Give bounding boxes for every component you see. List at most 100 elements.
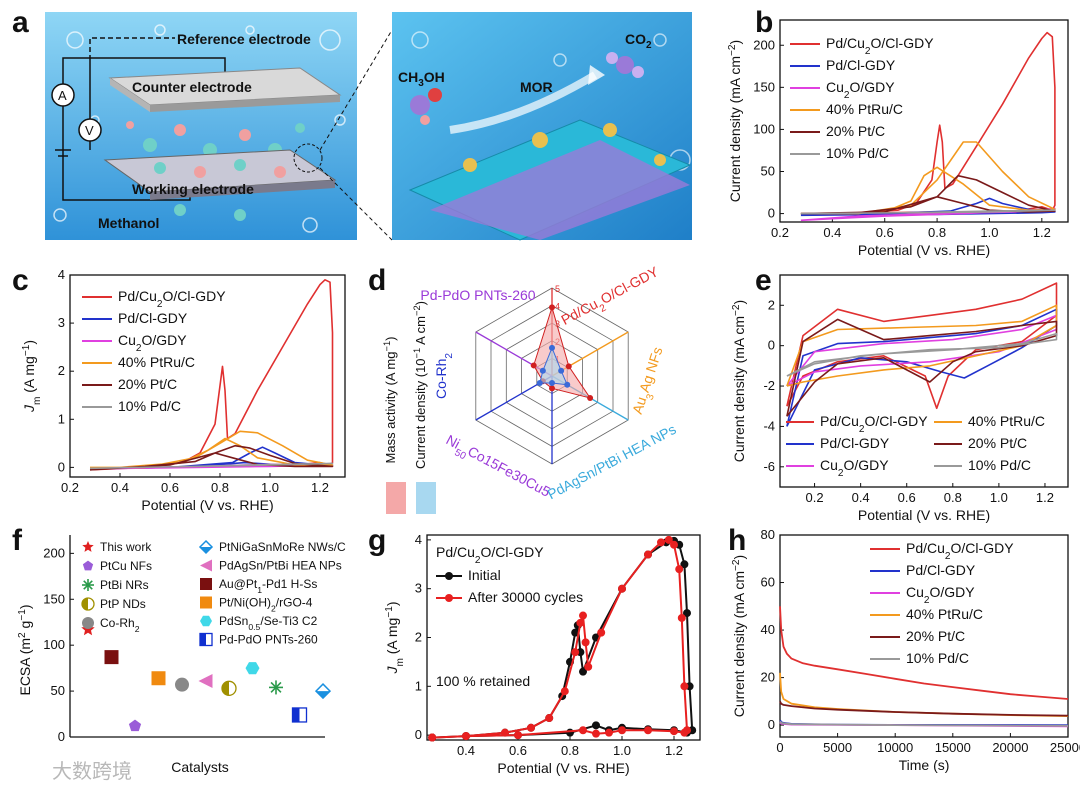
panel-label-f: f	[12, 524, 23, 557]
y-tick-label: 3	[415, 581, 422, 596]
panel-a: a Reference electrode A V Counter electr…	[12, 6, 692, 241]
series-line	[779, 700, 1069, 717]
y-axis-label: Jm (A mg−1)	[384, 601, 406, 674]
scatter-point	[175, 677, 189, 692]
y-tick-label: 1	[415, 678, 422, 693]
radar-axis-label: PdAgSn/PtBi HEA NPs	[545, 421, 679, 502]
legend-entry: This work	[100, 540, 152, 554]
legend-entry: 20% Pt/C	[968, 435, 1027, 451]
series-point	[597, 628, 606, 637]
legend-entry: 10% Pd/C	[118, 398, 181, 414]
scatter-point	[316, 691, 330, 699]
x-tick-label: 1.0	[990, 490, 1008, 505]
radar-axis-label: Co-Rh2	[433, 353, 455, 399]
series-point	[657, 538, 665, 547]
y-tick-label: 4	[58, 267, 65, 282]
legend-entry: 40% PtRu/C	[968, 413, 1045, 429]
zoom-circle	[293, 143, 323, 173]
panel-label-b: b	[755, 6, 773, 39]
x-tick-label: 0.4	[823, 225, 841, 240]
x-axis-label: Potential (V vs. RHE)	[141, 497, 273, 513]
legend-entry: 10% Pd/C	[906, 650, 969, 666]
legend-entry: Pd/Cl-GDY	[826, 57, 896, 73]
legend-entry: 40% PtRu/C	[826, 101, 903, 117]
legend-entry: 20% Pt/C	[118, 376, 177, 392]
y-tick-label: 60	[761, 575, 775, 590]
series-point	[581, 638, 590, 647]
panel-c: c 0.2 0.4 0.6 0.8 1.0 1.2 0 1 2 3 4 Potential (V vs…	[12, 264, 346, 513]
series-point	[605, 728, 613, 737]
x-tick-label: 15000	[935, 740, 971, 755]
radar-point	[549, 380, 555, 387]
radar-tick-label: 3	[555, 319, 560, 329]
y-tick-label: 40	[761, 622, 775, 637]
x-tick-label: 1.2	[665, 743, 683, 758]
x-tick-label: 0.8	[928, 225, 946, 240]
y-tick-label: 200	[43, 545, 65, 560]
legend-entry: 20% Pt/C	[906, 628, 965, 644]
y-tick-label: 150	[43, 591, 65, 606]
y-tick-label: 50	[51, 683, 65, 698]
y-tick-label: 0	[58, 729, 65, 744]
panel-label-e: e	[755, 264, 772, 297]
series-point	[664, 535, 673, 544]
y-tick-label: 80	[761, 527, 775, 542]
series-point	[584, 662, 593, 671]
legend-entry: 40% PtRu/C	[118, 354, 195, 370]
y-tick-label: 0	[768, 717, 775, 732]
legend-entry: PtP NDs	[100, 597, 146, 611]
x-tick-label: 0.2	[771, 225, 789, 240]
radar-tick-label: 4	[555, 302, 560, 312]
ammeter-icon	[51, 83, 75, 107]
x-tick-label: 1.2	[1036, 490, 1054, 505]
x-tick-label: 0.2	[61, 480, 79, 495]
series-line	[800, 174, 1056, 215]
legend-current-swatch	[416, 482, 436, 514]
series-point	[618, 584, 626, 593]
legend-entry: Pd/Cu2O/Cl-GDY	[826, 35, 934, 57]
scatter-point	[151, 671, 166, 686]
radar-point	[565, 363, 572, 370]
series-point	[579, 667, 587, 676]
legend-marker	[82, 598, 88, 610]
legend-entry: Au@Pt1-Pd1 H-Ss	[219, 577, 317, 595]
panel-label-a: a	[12, 6, 29, 39]
counter-electrode-label: Counter electrode	[132, 79, 252, 95]
plot-frame	[779, 534, 1069, 738]
chart-title: Pd/Cu2O/Cl-GDY	[436, 544, 544, 566]
y-tick-label: 2	[58, 363, 65, 378]
series-point	[670, 727, 678, 736]
radar-point	[539, 367, 546, 374]
scatter-point	[270, 681, 282, 693]
y-tick-label: 0	[415, 727, 422, 742]
legend-entry: After 30000 cycles	[468, 589, 583, 605]
legend-entry: Pd/Cl-GDY	[118, 310, 188, 326]
ch3oh-molecule	[410, 88, 442, 125]
legend-entry: PdAgSn/PtBi HEA NPs	[219, 559, 342, 573]
legend-entry: PtNiGaSnMoRe NWs/C	[219, 540, 346, 554]
zoom-line-bottom	[319, 167, 393, 241]
legend-entry: Pd/Cu2O/Cl-GDY	[820, 413, 928, 435]
series-point	[527, 723, 535, 732]
radar-point	[549, 385, 555, 392]
radar-point	[536, 380, 543, 387]
y-tick-label: 0	[768, 206, 775, 221]
scatter-point	[127, 718, 143, 733]
legend-entry: Cu2O/GDY	[118, 332, 187, 354]
series-line	[786, 282, 1058, 410]
y-tick-label: 4	[415, 532, 422, 547]
plot-frame	[779, 19, 1069, 223]
radar-tick-label: 5	[555, 284, 560, 294]
legend-entry: Pd/Cl-GDY	[820, 435, 890, 451]
radar-point	[530, 362, 537, 369]
series-point	[680, 560, 689, 569]
series-point	[683, 609, 691, 618]
x-tick-label: 0.8	[211, 480, 229, 495]
legend-entry: PdSn0.5/Se-Ti3 C2	[219, 614, 318, 632]
annotation-retained: 100 % retained	[436, 673, 530, 689]
y-axis-label: Current density (mA cm−2)	[731, 300, 748, 462]
x-axis-label: Potential (V vs. RHE)	[497, 760, 629, 776]
series-point	[514, 731, 522, 740]
legend-entry: Co-Rh2	[100, 616, 140, 634]
